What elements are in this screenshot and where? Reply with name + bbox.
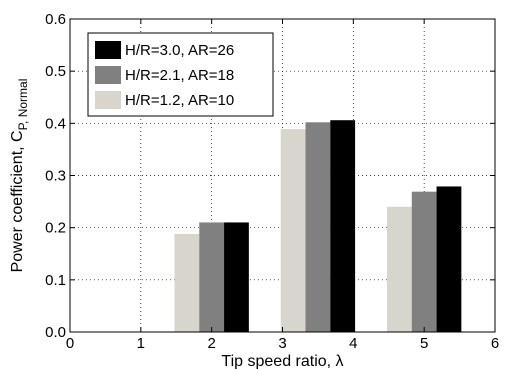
- legend-swatch: [95, 41, 121, 59]
- y-tick-label: 0.3: [45, 168, 66, 185]
- bars: [174, 120, 462, 332]
- x-tick-label: 4: [349, 335, 357, 352]
- x-tick-label: 0: [66, 335, 74, 352]
- legend-label: H/R=1.2, AR=10: [125, 92, 234, 109]
- legend-swatch: [95, 66, 121, 84]
- bar: [224, 222, 249, 332]
- y-axis-title-subscript: P, Normal: [16, 79, 30, 131]
- x-tick-label: 3: [278, 335, 286, 352]
- x-tick-label: 2: [207, 335, 215, 352]
- bar: [174, 233, 200, 332]
- bar: [330, 120, 356, 332]
- x-tick-label: 6: [491, 335, 499, 352]
- bar: [386, 206, 412, 332]
- x-tick-label: 1: [137, 335, 145, 352]
- y-tick-label: 0.6: [45, 11, 66, 28]
- bar: [199, 222, 225, 332]
- bar: [305, 122, 331, 332]
- x-axis-title: Tip speed ratio, λ: [221, 353, 343, 369]
- legend-label: H/R=3.0, AR=26: [125, 42, 234, 59]
- x-tick-label: 5: [420, 335, 428, 352]
- y-tick-label: 0.0: [45, 324, 66, 341]
- bar: [411, 191, 437, 332]
- tick-labels: 0 1 2 3 4 5 6 0.0 0.1 0.2 0.3 0.4 0.5 0.6: [45, 11, 499, 352]
- axis-ticks: [69, 18, 496, 333]
- y-tick-label: 0.5: [45, 63, 66, 80]
- legend-swatch: [95, 91, 121, 109]
- y-tick-label: 0.1: [45, 272, 66, 289]
- legend: H/R=3.0, AR=26 H/R=2.1, AR=18 H/R=1.2, AR=…: [87, 32, 274, 117]
- y-axis-title: Power coefficient, CP, Normal: [9, 79, 30, 273]
- legend-label: H/R=2.1, AR=18: [125, 67, 234, 84]
- bar: [280, 129, 306, 332]
- y-tick-label: 0.2: [45, 220, 66, 237]
- bar: [436, 186, 462, 332]
- y-axis-title-main: Power coefficient, C: [9, 130, 26, 272]
- y-tick-label: 0.4: [45, 115, 66, 132]
